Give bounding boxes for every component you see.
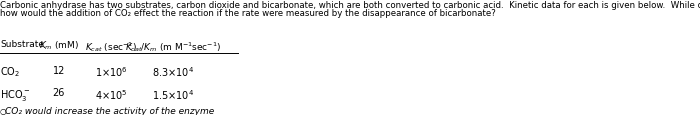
Text: CO$_2$: CO$_2$ [0, 65, 20, 79]
Text: $K_{cat}/K_m$ (m M$^{-1}$sec$^{-1}$): $K_{cat}/K_m$ (m M$^{-1}$sec$^{-1}$) [125, 40, 221, 53]
Text: ○: ○ [0, 106, 6, 115]
Text: how would the addition of CO₂ effect the reaction if the rate were measured by t: how would the addition of CO₂ effect the… [0, 9, 496, 18]
Text: 8.3×10$^4$: 8.3×10$^4$ [152, 65, 194, 79]
Text: HCO$_3^-$: HCO$_3^-$ [0, 87, 30, 102]
Text: $K_{cat}$ (sec$^{-1}$): $K_{cat}$ (sec$^{-1}$) [85, 40, 137, 53]
Text: 1×10$^6$: 1×10$^6$ [94, 65, 127, 79]
Text: 1.5×10$^4$: 1.5×10$^4$ [152, 87, 194, 101]
Text: $K_m$ (mM): $K_m$ (mM) [38, 40, 79, 52]
Text: 4×10$^5$: 4×10$^5$ [94, 87, 127, 101]
Text: Substrate: Substrate [0, 40, 44, 48]
Text: CO₂ would increase the activity of the enzyme: CO₂ would increase the activity of the e… [5, 106, 214, 115]
Text: 12: 12 [52, 65, 65, 75]
Text: Carbonic anhydrase has two substrates, carbon dioxide and bicarbonate, which are: Carbonic anhydrase has two substrates, c… [0, 1, 700, 9]
Text: 26: 26 [52, 87, 65, 97]
